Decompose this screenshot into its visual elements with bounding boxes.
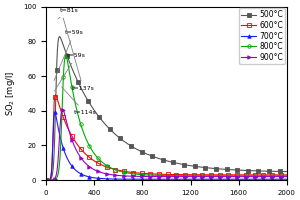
Text: t=137s: t=137s — [63, 18, 95, 91]
Text: t=114s: t=114s — [61, 87, 96, 115]
700°C — [242, 178, 246, 180]
Text: t=59s: t=59s — [54, 30, 83, 80]
Line: 900°C: 900°C — [44, 107, 289, 182]
700°C — [44, 179, 48, 181]
900°C — [44, 179, 48, 181]
Text: t=81s: t=81s — [58, 8, 79, 19]
500°C — [242, 169, 246, 172]
500°C — [160, 158, 164, 161]
600°C — [54, 94, 57, 96]
Y-axis label: SO$_2$ [mg/l]: SO$_2$ [mg/l] — [4, 71, 17, 116]
Line: 600°C: 600°C — [44, 93, 289, 182]
700°C — [175, 178, 178, 180]
500°C — [58, 35, 61, 38]
900°C — [242, 175, 246, 178]
600°C — [280, 174, 284, 176]
700°C — [160, 178, 164, 180]
700°C — [188, 178, 192, 180]
900°C — [159, 175, 163, 178]
600°C — [160, 173, 164, 175]
900°C — [61, 108, 64, 110]
800°C — [242, 175, 246, 177]
900°C — [188, 175, 192, 178]
Line: 800°C: 800°C — [44, 54, 289, 182]
Line: 700°C: 700°C — [44, 111, 289, 182]
Legend: 500°C, 600°C, 700°C, 800°C, 900°C: 500°C, 600°C, 700°C, 800°C, 900°C — [239, 8, 285, 64]
800°C — [188, 175, 192, 177]
900°C — [175, 175, 178, 178]
500°C — [280, 170, 284, 173]
600°C — [159, 173, 163, 175]
800°C — [285, 175, 289, 177]
800°C — [280, 175, 284, 177]
500°C — [285, 170, 289, 173]
900°C — [280, 175, 284, 178]
900°C — [285, 175, 289, 178]
600°C — [242, 174, 246, 176]
600°C — [175, 173, 178, 176]
800°C — [159, 174, 163, 177]
500°C — [188, 164, 192, 167]
500°C — [175, 162, 178, 164]
600°C — [188, 174, 192, 176]
600°C — [44, 179, 48, 181]
800°C — [160, 174, 164, 177]
700°C — [159, 178, 163, 180]
600°C — [285, 174, 289, 176]
700°C — [280, 178, 284, 180]
800°C — [44, 179, 48, 181]
500°C — [159, 158, 163, 160]
800°C — [175, 174, 178, 177]
700°C — [285, 178, 289, 180]
800°C — [64, 55, 68, 57]
500°C — [44, 179, 48, 181]
900°C — [160, 175, 164, 178]
Line: 500°C: 500°C — [44, 35, 289, 182]
700°C — [53, 111, 56, 113]
Text: t=59s: t=59s — [55, 53, 86, 91]
